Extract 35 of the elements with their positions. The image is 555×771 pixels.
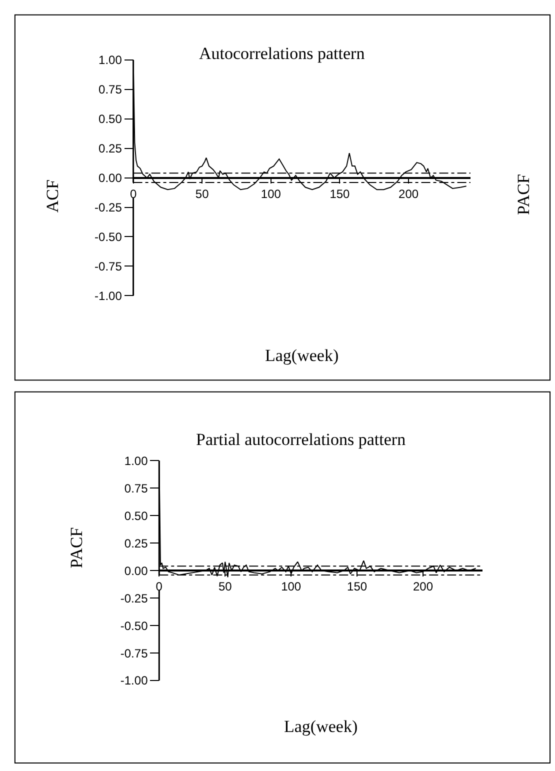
x-axis-title: Lag(week) bbox=[284, 717, 358, 736]
y-axis-title: PACF bbox=[67, 527, 86, 568]
x-tick-label: 200 bbox=[398, 186, 419, 201]
y-tick-label: 1.00 bbox=[124, 454, 148, 468]
x-tick-label: 150 bbox=[347, 580, 368, 594]
x-tick-label: 100 bbox=[281, 580, 302, 594]
x-tick-label: 0 bbox=[130, 186, 137, 201]
x-tick-label: 150 bbox=[330, 186, 350, 201]
y-tick-label: -0.75 bbox=[120, 646, 148, 660]
y-tick-label: 0.75 bbox=[124, 481, 148, 496]
y-tick-label: 0.50 bbox=[98, 112, 122, 126]
x-axis-title: Lag(week) bbox=[265, 346, 339, 365]
y-tick-label: 0.25 bbox=[124, 536, 148, 550]
x-tick-label: 50 bbox=[218, 580, 232, 594]
chart-title: Autocorrelations pattern bbox=[199, 44, 366, 63]
y2-axis-title: PACF bbox=[514, 174, 534, 216]
y-tick-label: -0.50 bbox=[120, 618, 148, 633]
y-tick-label: 1.00 bbox=[98, 53, 122, 68]
y-tick-label: 0.50 bbox=[124, 508, 148, 523]
y-tick-label: -1.00 bbox=[94, 288, 122, 303]
y-axis-title: ACF bbox=[42, 180, 62, 213]
x-tick-label: 200 bbox=[413, 580, 434, 594]
y-tick-label: 0.75 bbox=[98, 82, 122, 97]
y-tick-label: 0.25 bbox=[98, 142, 122, 156]
y-tick-label: 0.00 bbox=[98, 171, 122, 186]
y-tick-label: -0.25 bbox=[120, 591, 148, 606]
y-tick-label: -1.00 bbox=[120, 674, 148, 688]
y-tick-label: -0.50 bbox=[94, 230, 122, 244]
y-tick-label: 0.00 bbox=[124, 564, 148, 578]
x-tick-label: 50 bbox=[195, 186, 210, 201]
chart-title: Partial autocorrelations pattern bbox=[196, 430, 406, 449]
x-tick-label: 0 bbox=[156, 580, 163, 594]
y-tick-label: -0.25 bbox=[94, 200, 122, 214]
y-tick-label: -0.75 bbox=[94, 259, 122, 274]
x-tick-label: 100 bbox=[260, 186, 282, 201]
